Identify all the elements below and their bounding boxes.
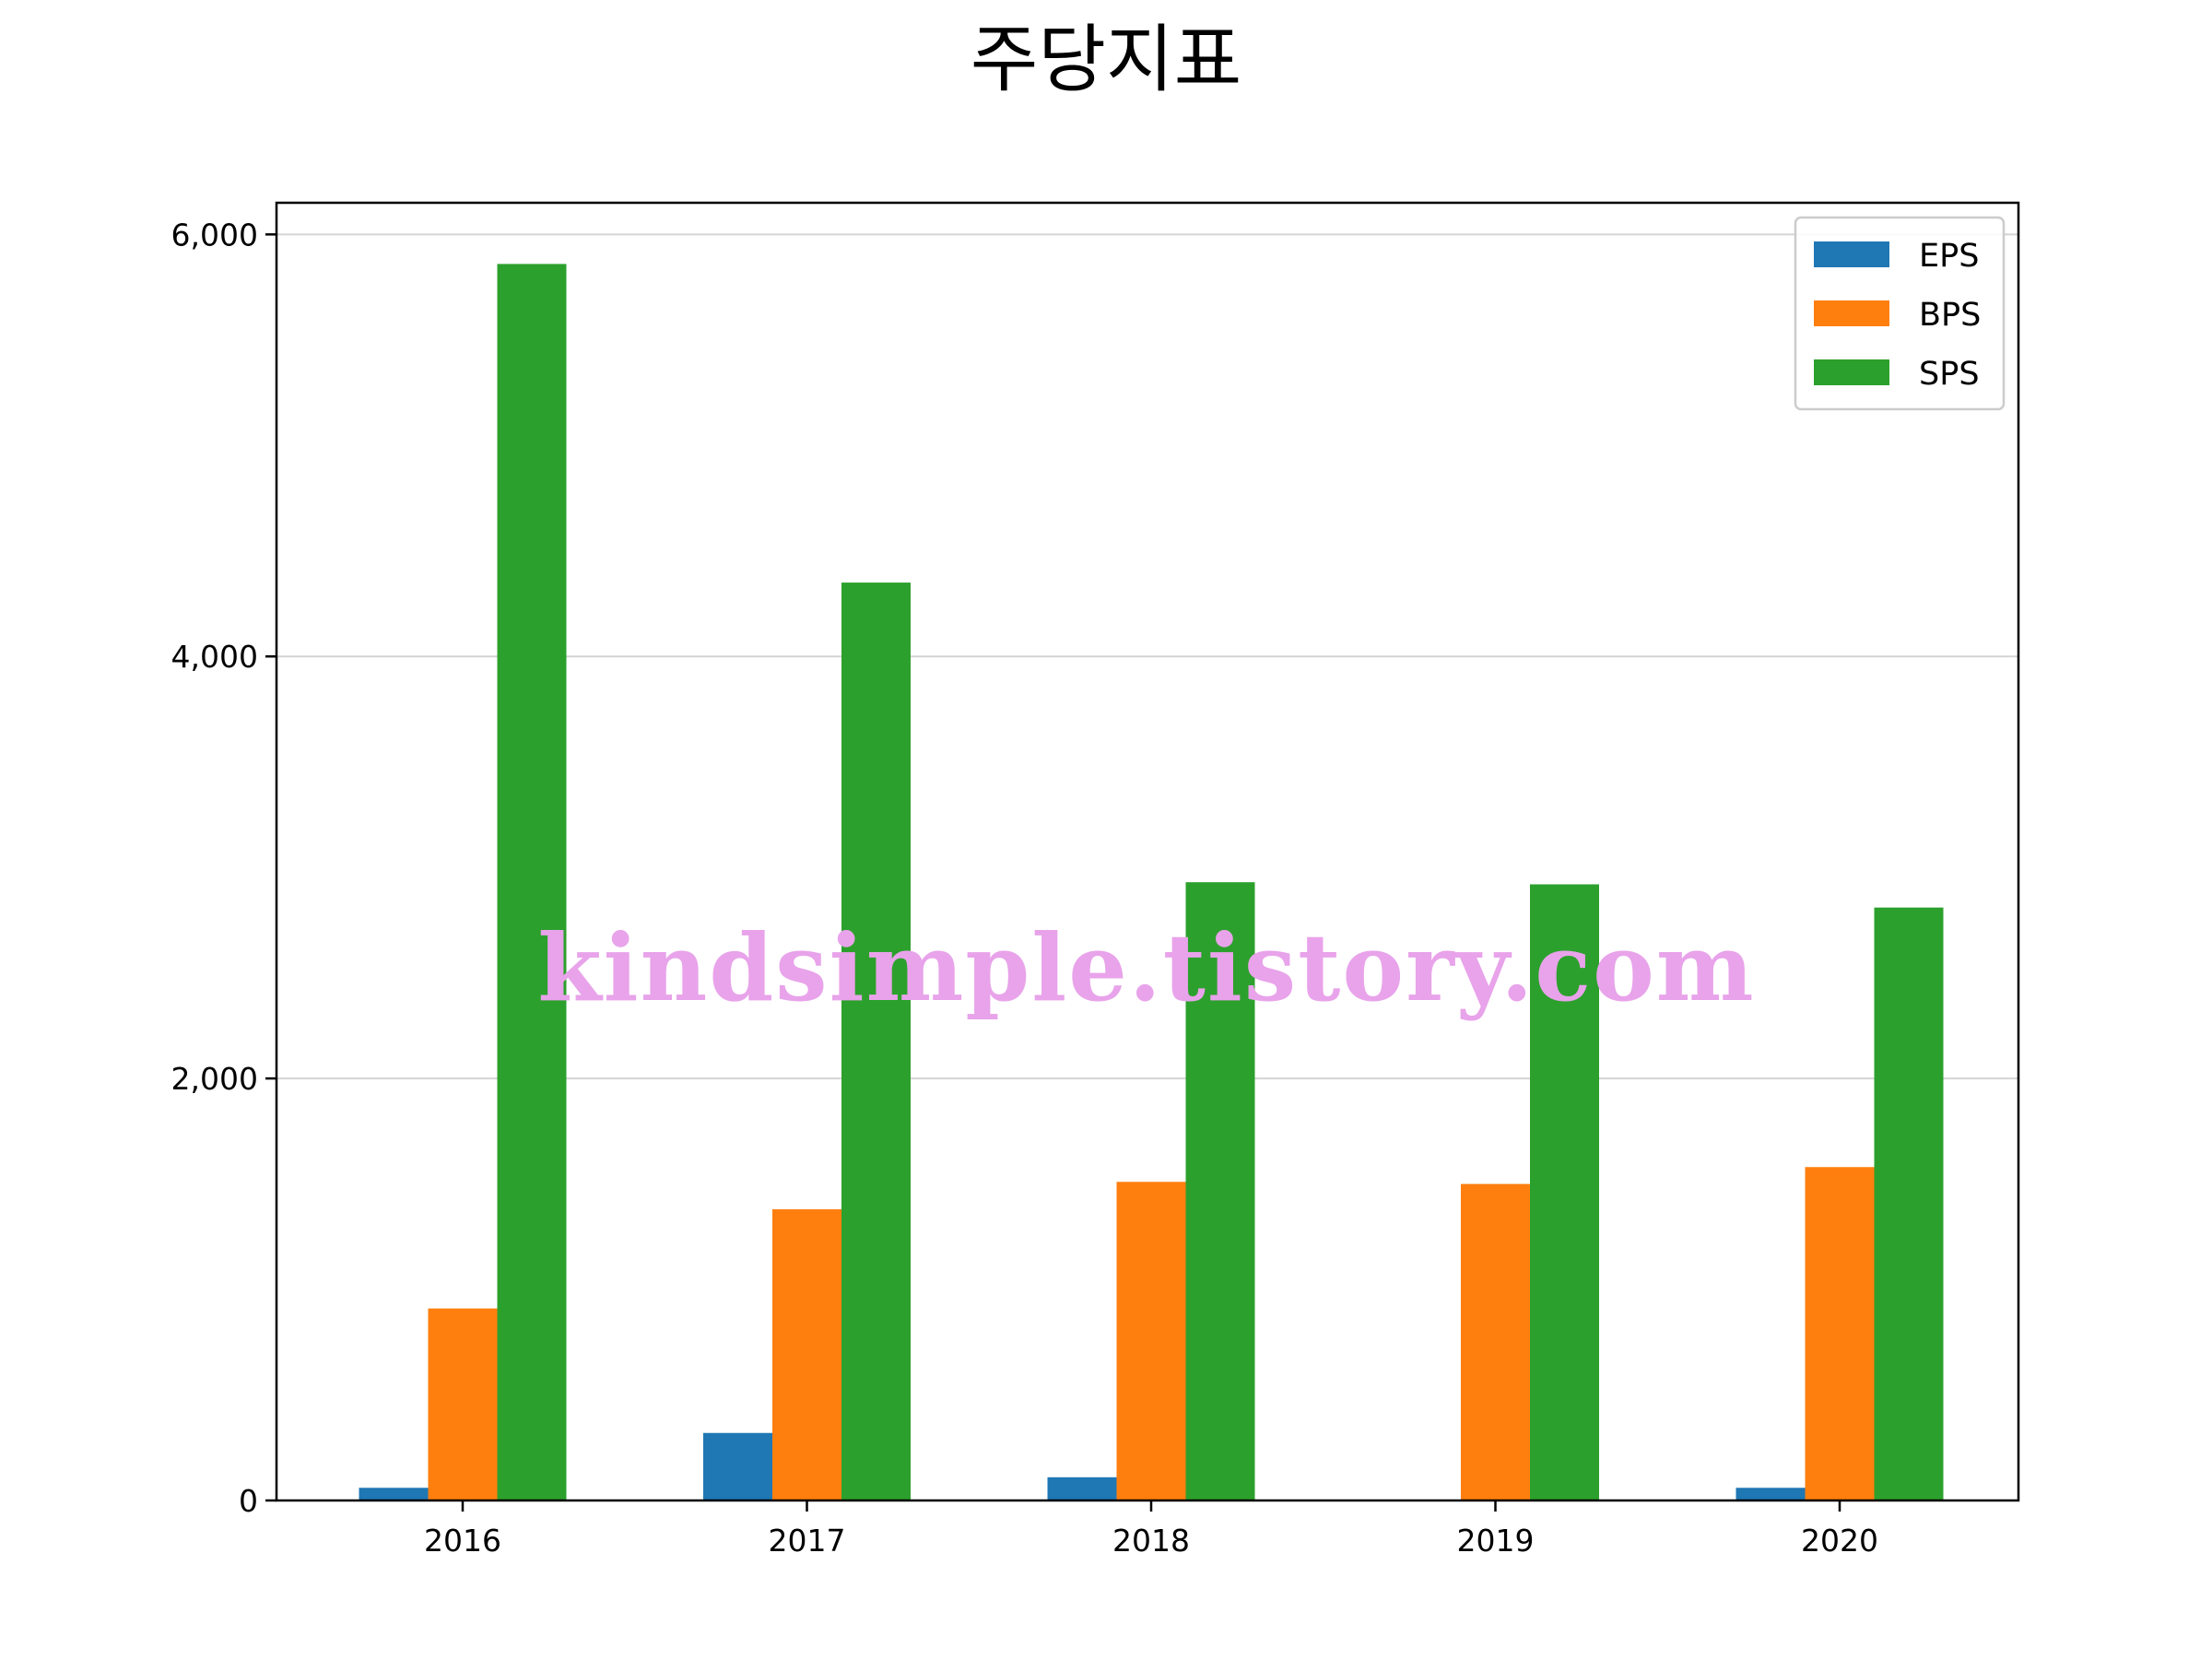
bar-bps-2019 — [1461, 1183, 1530, 1500]
y-tick-label: 2,000 — [171, 1061, 258, 1097]
bar-eps-2016 — [359, 1488, 429, 1500]
bar-bps-2018 — [1116, 1182, 1186, 1500]
y-axis: 0 2,000 4,000 6,000 — [171, 217, 276, 1519]
y-tick-label: 0 — [239, 1483, 258, 1519]
bar-sps-2017 — [841, 582, 911, 1500]
legend: EPS BPS SPS — [1794, 216, 2006, 411]
x-tick-label: 2020 — [1801, 1523, 1878, 1559]
legend-label-eps: EPS — [1919, 238, 1979, 275]
legend-swatch-sps — [1814, 359, 1889, 385]
bar-sps-2016 — [497, 264, 567, 1500]
bar-sps-2020 — [1874, 907, 1944, 1500]
legend-label-bps: BPS — [1919, 297, 1981, 334]
bar-eps-2018 — [1047, 1477, 1117, 1500]
y-tick-label: 6,000 — [171, 217, 258, 253]
y-tick-label: 4,000 — [171, 639, 258, 675]
bar-eps-2017 — [703, 1432, 772, 1500]
gridlines — [276, 233, 2018, 1080]
plot-frame — [275, 201, 2020, 1502]
x-tick-label: 2017 — [769, 1523, 846, 1559]
legend-swatch-eps — [1814, 241, 1889, 267]
x-tick-label: 2016 — [424, 1523, 501, 1559]
bars — [359, 264, 1944, 1500]
bar-bps-2020 — [1805, 1167, 1875, 1500]
bar-bps-2016 — [428, 1308, 498, 1500]
bar-eps-2020 — [1735, 1488, 1806, 1500]
bar-bps-2017 — [772, 1209, 841, 1500]
watermark: kindsimple.tistory.com — [537, 913, 1755, 1022]
x-tick-label: 2019 — [1457, 1523, 1535, 1559]
chart-title: 주당지표 — [970, 17, 1242, 102]
legend-swatch-bps — [1814, 300, 1889, 326]
x-axis: 2016 2017 2018 2019 2020 — [424, 1500, 1878, 1559]
x-tick-label: 2018 — [1112, 1523, 1190, 1559]
legend-label-sps: SPS — [1919, 356, 1980, 393]
bar-sps-2018 — [1185, 882, 1255, 1500]
bar-sps-2019 — [1530, 884, 1599, 1500]
